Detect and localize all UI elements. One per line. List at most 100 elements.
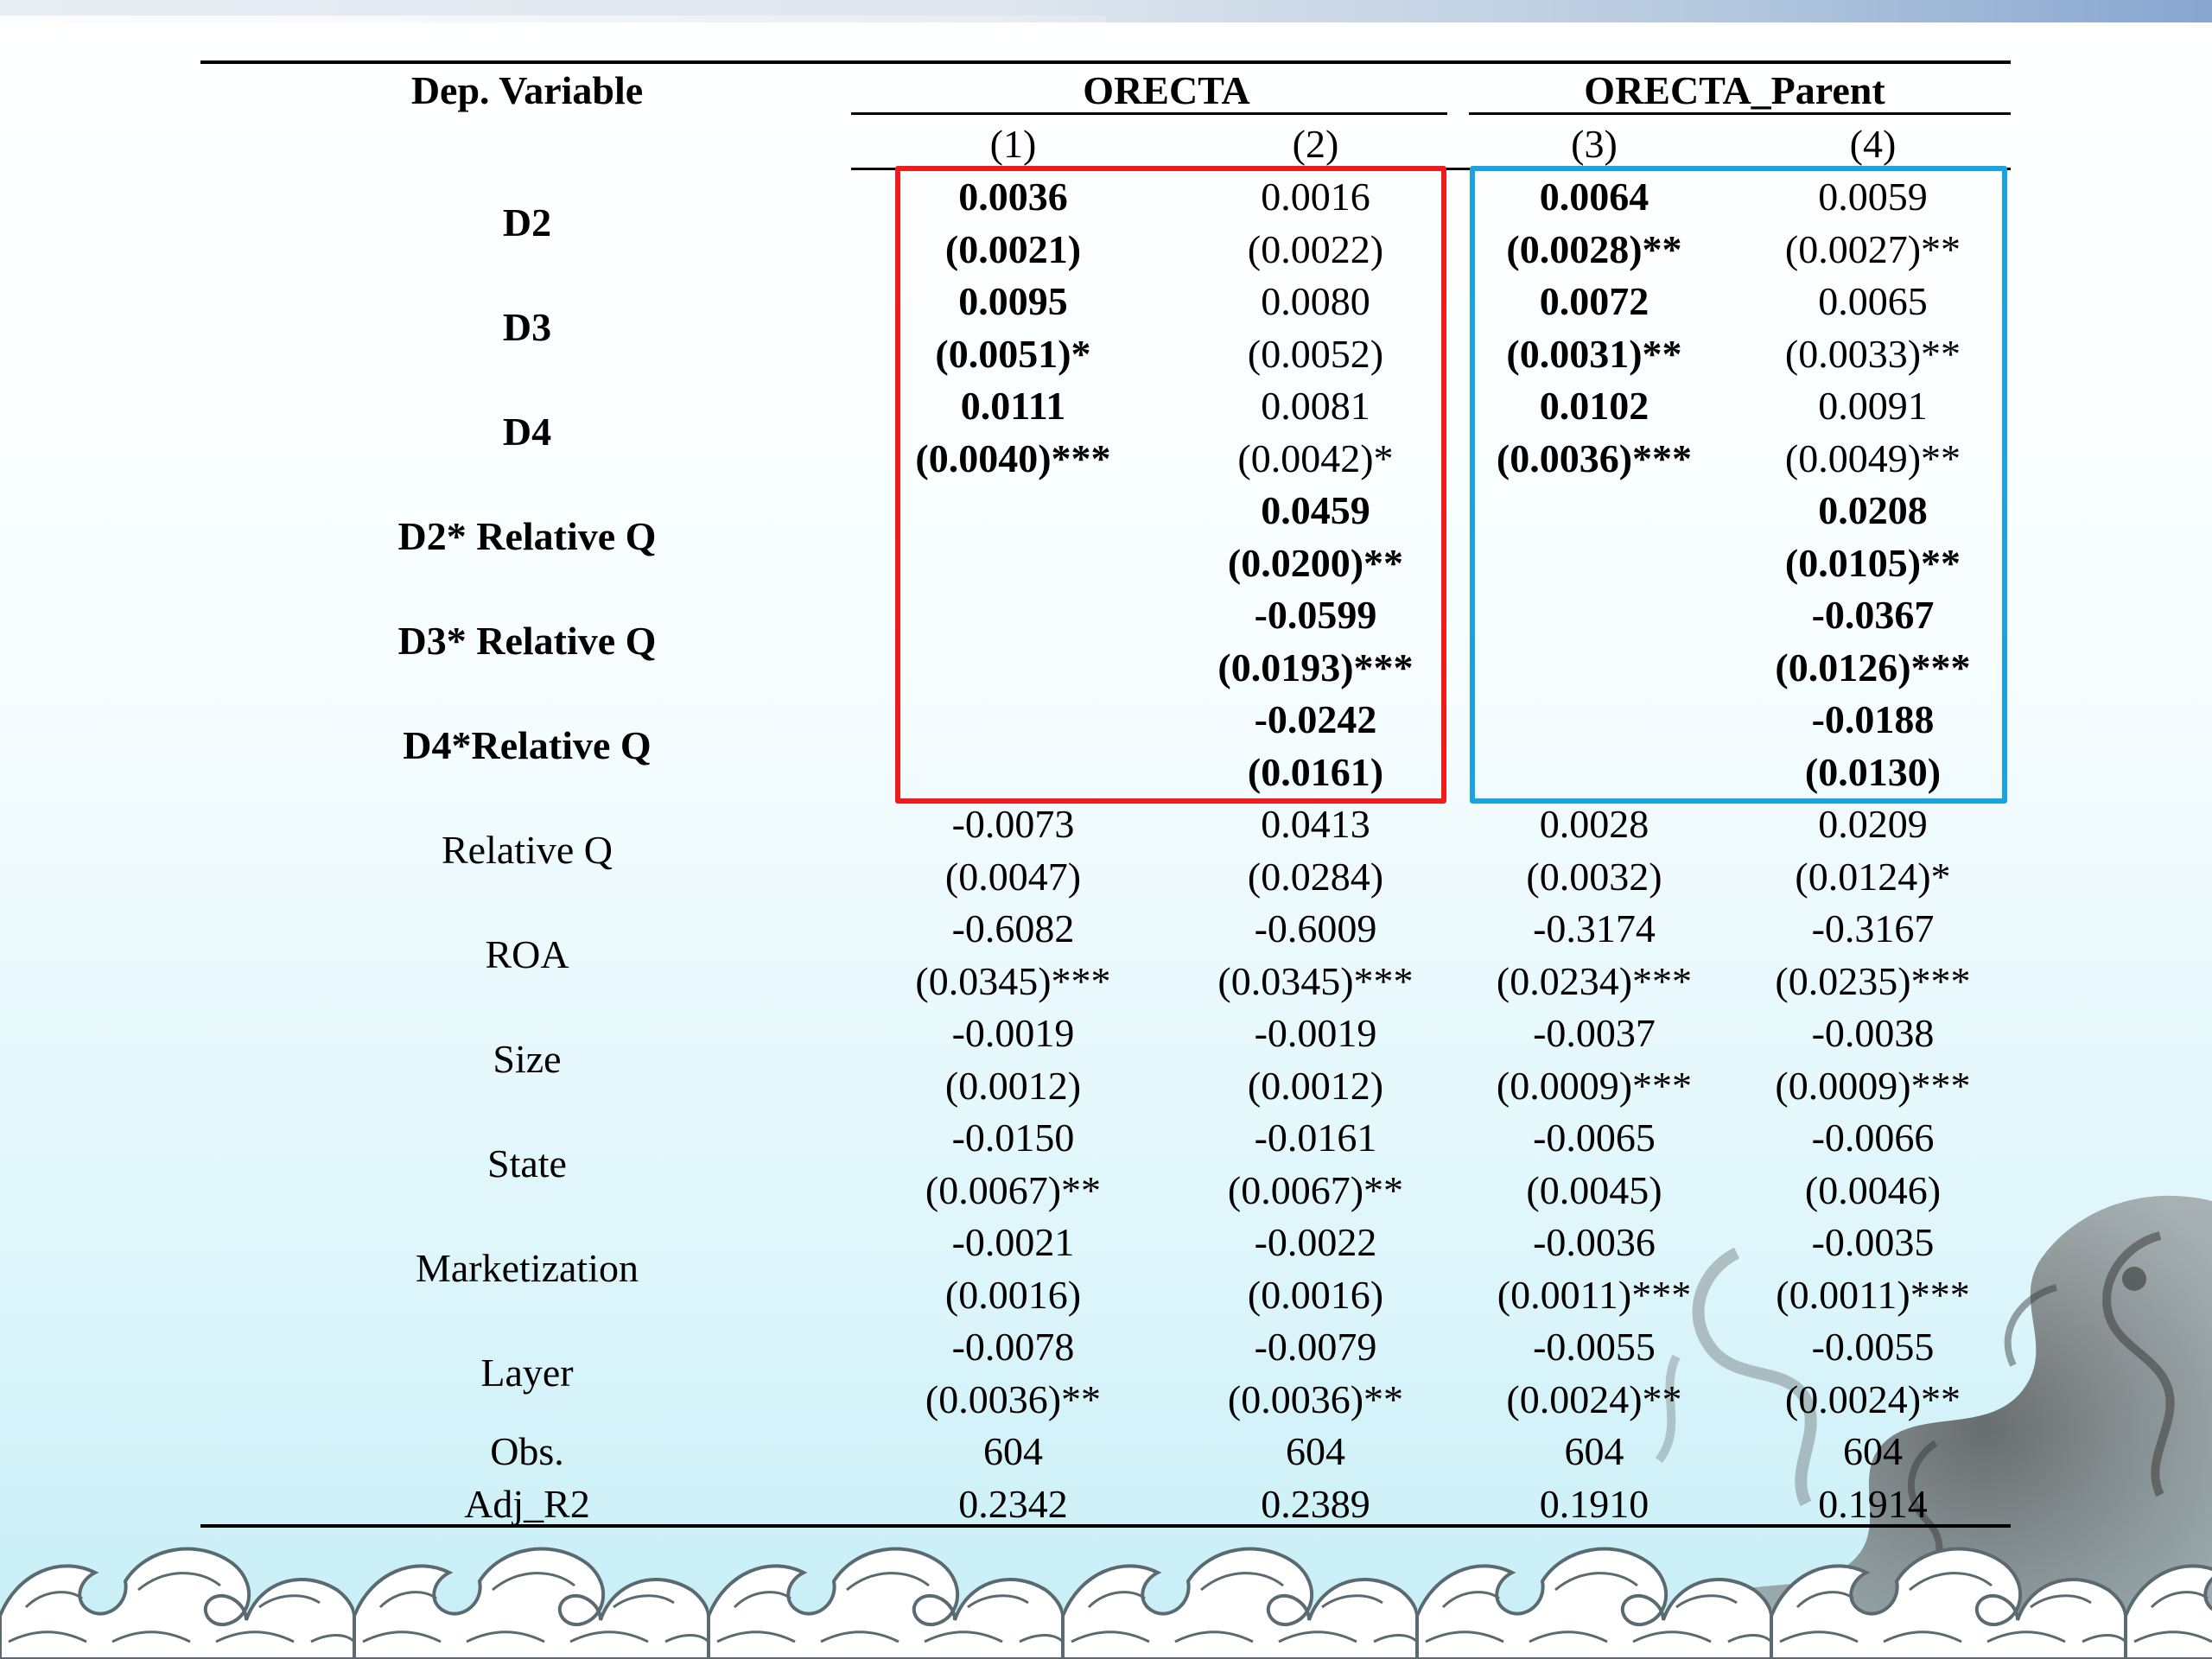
coef-cell: -0.6082 bbox=[951, 906, 1075, 950]
coef-cell: -0.0188 bbox=[1811, 697, 1935, 741]
se-cell: (0.0235)*** bbox=[1775, 958, 1971, 1003]
dep-variable-header: Dep. Variable bbox=[410, 68, 644, 112]
row-label: Marketization bbox=[415, 1246, 639, 1291]
se-cell: (0.0021) bbox=[944, 226, 1082, 271]
coef-cell: 0.0091 bbox=[1818, 384, 1928, 428]
se-cell bbox=[1469, 642, 1719, 694]
se-cell: (0.0022) bbox=[1247, 226, 1384, 271]
se-cell bbox=[890, 537, 1136, 589]
se-cell: (0.0012) bbox=[1247, 1063, 1384, 1108]
coef-cell: 0.0072 bbox=[1539, 279, 1649, 323]
se-cell: (0.0027)** bbox=[1784, 226, 1961, 271]
se-cell: (0.0046) bbox=[1804, 1167, 1942, 1212]
top-banner-stripe bbox=[0, 0, 2212, 24]
row-label: Layer bbox=[480, 1351, 574, 1395]
stat-value: 604 bbox=[1564, 1429, 1624, 1473]
group-header-orecta: ORECTA bbox=[1083, 68, 1250, 112]
coef-cell: -0.0078 bbox=[951, 1325, 1075, 1369]
bottom-rule bbox=[200, 1524, 2011, 1528]
coef-cell: 0.0064 bbox=[1539, 175, 1649, 219]
group-header-orecta-parent: ORECTA_Parent bbox=[1584, 68, 1885, 112]
coef-cell: -0.0035 bbox=[1811, 1220, 1935, 1264]
coef-cell: 0.0081 bbox=[1261, 384, 1370, 428]
se-cell: (0.0067)** bbox=[1227, 1167, 1404, 1212]
stat-value: 604 bbox=[983, 1429, 1043, 1473]
se-cell: (0.0028)** bbox=[1506, 226, 1682, 271]
se-cell bbox=[1469, 537, 1719, 589]
coef-cell: -0.0022 bbox=[1254, 1220, 1377, 1264]
row-label: Relative Q bbox=[442, 828, 613, 873]
coef-cell: 0.0028 bbox=[1539, 802, 1649, 846]
coef-cell: 0.0459 bbox=[1261, 488, 1370, 532]
se-cell: (0.0200)** bbox=[1227, 540, 1404, 585]
stat-value: 0.2389 bbox=[1261, 1481, 1370, 1526]
coef-cell: -0.0367 bbox=[1811, 593, 1935, 637]
se-cell: (0.0033)** bbox=[1784, 331, 1961, 376]
coef-cell: 0.0059 bbox=[1818, 175, 1928, 219]
coef-cell: 0.0208 bbox=[1818, 488, 1928, 532]
row-label: Size bbox=[493, 1037, 562, 1082]
coef-cell bbox=[1469, 485, 1719, 537]
stat-label: Adj_R2 bbox=[464, 1481, 590, 1526]
coef-cell: -0.0066 bbox=[1811, 1116, 1935, 1160]
row-label: State bbox=[487, 1141, 567, 1186]
coef-cell: 0.0102 bbox=[1539, 384, 1649, 428]
se-cell: (0.0016) bbox=[944, 1272, 1082, 1317]
coef-cell: -0.0036 bbox=[1533, 1220, 1656, 1264]
col-header-1: (1) bbox=[989, 122, 1037, 166]
se-cell: (0.0130) bbox=[1804, 749, 1942, 794]
coef-cell: -0.0055 bbox=[1533, 1325, 1656, 1369]
coef-cell: -0.0019 bbox=[951, 1011, 1075, 1055]
se-cell: (0.0009)*** bbox=[1496, 1063, 1693, 1108]
se-cell: (0.0124)* bbox=[1795, 854, 1951, 899]
se-cell: (0.0009)*** bbox=[1775, 1063, 1971, 1108]
coef-cell: -0.0021 bbox=[951, 1220, 1075, 1264]
row-label: D3* Relative Q bbox=[397, 619, 657, 664]
se-cell: (0.0105)** bbox=[1784, 540, 1961, 585]
se-cell: (0.0040)*** bbox=[915, 435, 1111, 480]
se-cell: (0.0345)*** bbox=[1217, 958, 1414, 1003]
se-cell: (0.0036)** bbox=[925, 1376, 1102, 1421]
coef-cell: -0.0073 bbox=[951, 802, 1075, 846]
se-cell: (0.0036)** bbox=[1227, 1376, 1404, 1421]
coef-cell: -0.6009 bbox=[1254, 906, 1377, 950]
se-cell: (0.0067)** bbox=[925, 1167, 1102, 1212]
coef-cell: -0.3174 bbox=[1533, 906, 1656, 950]
highlight-box-blue bbox=[1470, 166, 2007, 804]
stat-value: 0.2342 bbox=[958, 1481, 1068, 1526]
se-cell: (0.0284) bbox=[1247, 854, 1384, 899]
se-cell: (0.0045) bbox=[1526, 1167, 1662, 1212]
group1-underline bbox=[851, 112, 1447, 115]
se-cell: (0.0049)** bbox=[1784, 435, 1961, 480]
coef-cell: -0.3167 bbox=[1811, 906, 1935, 950]
highlight-box-red bbox=[895, 166, 1446, 804]
stat-label: Obs. bbox=[490, 1429, 564, 1473]
se-cell: (0.0011)*** bbox=[1497, 1272, 1692, 1317]
col-header-3: (3) bbox=[1571, 122, 1618, 166]
coef-cell: -0.0161 bbox=[1254, 1116, 1377, 1160]
coef-cell bbox=[890, 694, 1136, 746]
se-cell: (0.0016) bbox=[1247, 1272, 1384, 1317]
coef-cell: 0.0413 bbox=[1261, 802, 1370, 846]
stat-value: 604 bbox=[1843, 1429, 1903, 1473]
se-cell: (0.0193)*** bbox=[1217, 645, 1414, 690]
col-header-4: (4) bbox=[1849, 122, 1897, 166]
stat-value: 0.1910 bbox=[1539, 1481, 1649, 1526]
se-cell: (0.0234)*** bbox=[1496, 958, 1693, 1003]
col-header-2: (2) bbox=[1292, 122, 1339, 166]
se-cell: (0.0024)** bbox=[1506, 1376, 1682, 1421]
coef-cell: -0.0065 bbox=[1533, 1116, 1656, 1160]
coef-cell bbox=[890, 485, 1136, 537]
coef-cell: 0.0036 bbox=[958, 175, 1068, 219]
se-cell bbox=[1469, 747, 1719, 798]
coef-cell bbox=[1469, 589, 1719, 641]
se-cell bbox=[890, 642, 1136, 694]
row-label: D4 bbox=[502, 410, 552, 454]
se-cell: (0.0012) bbox=[944, 1063, 1082, 1108]
row-label: D2* Relative Q bbox=[397, 514, 657, 559]
se-cell: (0.0032) bbox=[1526, 854, 1662, 899]
se-cell: (0.0126)*** bbox=[1775, 645, 1971, 690]
coef-cell bbox=[1469, 694, 1719, 746]
se-cell: (0.0051)* bbox=[935, 331, 1091, 376]
